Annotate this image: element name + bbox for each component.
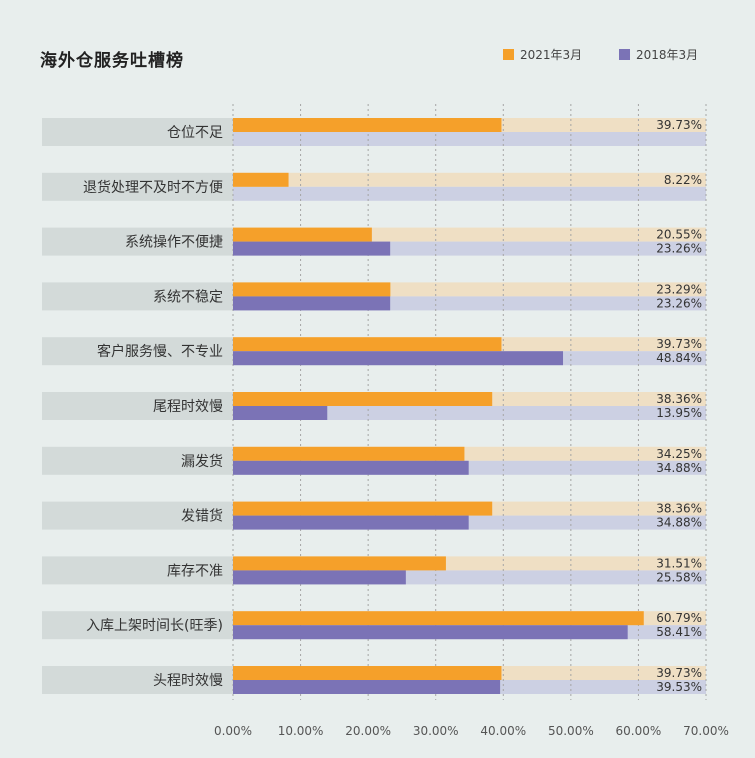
category-band	[42, 666, 233, 694]
data-label-2021: 31.51%	[656, 556, 702, 570]
category-label: 发错货	[181, 508, 223, 525]
data-label-2018: 13.95%	[656, 406, 702, 420]
category-label: 头程时效慢	[153, 672, 223, 689]
x-tick-label: 20.00%	[345, 724, 391, 738]
category-label: 系统不稳定	[153, 289, 223, 305]
data-label-2018: 58.41%	[656, 625, 702, 639]
bar-2021	[233, 227, 372, 242]
bar-2021	[233, 172, 289, 187]
category-label: 入库上架时间长(旺季)	[86, 618, 223, 634]
data-label-2021: 23.29%	[656, 282, 702, 296]
bar-2018	[233, 515, 469, 530]
data-label-2018: 48.84%	[656, 351, 702, 365]
legend-swatch-2018	[619, 49, 630, 60]
data-label-2018: 34.88%	[656, 516, 702, 530]
bar-track-2018	[233, 186, 706, 201]
legend-label-2021: 2021年3月	[520, 48, 583, 62]
bar-2021	[233, 556, 446, 571]
data-label-2021: 38.36%	[656, 502, 702, 516]
category-label: 库存不准	[167, 563, 223, 579]
data-label-2018: 39.53%	[656, 680, 702, 694]
category-band	[42, 501, 233, 530]
x-tick-label: 10.00%	[278, 724, 324, 738]
legend-item-2021: 2021年3月	[503, 46, 582, 63]
category-band	[42, 611, 233, 640]
x-tick-label: 70.00%	[683, 724, 729, 738]
bar-2021	[233, 392, 493, 406]
x-tick-label: 30.00%	[413, 724, 459, 738]
category-band	[42, 556, 233, 585]
x-tick-label: 0.00%	[214, 724, 252, 738]
legend-label-2018: 2018年3月	[636, 48, 699, 62]
chart-title: 海外仓服务吐槽榜	[40, 51, 184, 71]
bar-2018	[233, 680, 501, 694]
data-label-2021: 39.73%	[656, 337, 702, 351]
bar-2018	[233, 460, 469, 475]
data-label-2018: 34.88%	[656, 461, 702, 475]
bar-2018	[233, 625, 628, 640]
bar-2021	[233, 282, 391, 297]
data-label-2018: 23.26%	[656, 242, 702, 256]
data-label-2018: 25.58%	[656, 570, 702, 584]
category-band	[42, 337, 233, 366]
bar-2018	[233, 351, 564, 366]
x-tick-label: 40.00%	[480, 724, 526, 738]
data-label-2021: 34.25%	[656, 447, 702, 461]
bar-track-2021	[233, 172, 706, 187]
data-label-2021: 20.55%	[656, 228, 702, 242]
x-tick-label: 50.00%	[548, 724, 594, 738]
data-label-2021: 39.73%	[656, 118, 702, 132]
category-label: 系统操作不便捷	[125, 235, 223, 251]
bar-2018	[233, 406, 328, 420]
bar-track-2018	[233, 132, 706, 146]
category-label: 仓位不足	[167, 125, 223, 141]
legend-item-2018: 2018年3月	[619, 46, 698, 63]
category-label: 客户服务慢、不专业	[97, 343, 223, 360]
category-band	[42, 118, 233, 146]
bar-2021	[233, 666, 502, 680]
legend-swatch-2021	[503, 49, 514, 60]
bar-2021	[233, 501, 493, 516]
bar-2018	[233, 241, 391, 256]
category-label: 退货处理不及时不方便	[83, 179, 223, 196]
category-band	[42, 282, 233, 311]
data-label-2021: 38.36%	[656, 392, 702, 406]
category-band	[42, 446, 233, 475]
category-band	[42, 392, 233, 420]
data-label-2018: 23.26%	[656, 296, 702, 310]
category-band	[42, 172, 233, 201]
bar-2021	[233, 118, 502, 132]
bar-2021	[233, 337, 502, 352]
category-label: 尾程时效慢	[153, 398, 223, 415]
category-label: 漏发货	[181, 453, 223, 470]
bar-2018	[233, 570, 406, 585]
bar-2021	[233, 611, 644, 626]
bar-2021	[233, 446, 465, 461]
data-label-2021: 8.22%	[664, 173, 702, 187]
x-tick-label: 60.00%	[616, 724, 662, 738]
bar-track-2018	[233, 406, 706, 420]
data-label-2021: 39.73%	[656, 666, 702, 680]
category-band	[42, 227, 233, 256]
data-label-2021: 60.79%	[656, 611, 702, 625]
bar-2018	[233, 296, 391, 311]
